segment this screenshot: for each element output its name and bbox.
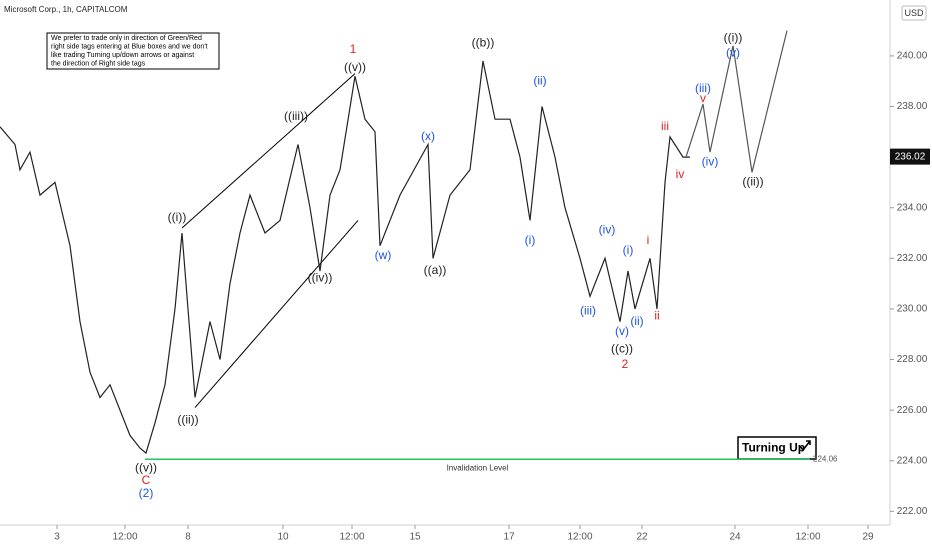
wave-label: ((v)) xyxy=(135,460,157,474)
wave-label: C xyxy=(142,473,151,487)
wave-label: ((b)) xyxy=(472,35,495,49)
x-tick-label: 12:00 xyxy=(567,532,592,543)
wave-label: ((ii)) xyxy=(742,175,763,189)
wave-label: v xyxy=(700,91,706,105)
x-tick-label: 3 xyxy=(54,532,60,543)
last-price-label: 236.02 xyxy=(895,151,926,162)
x-tick-label: 17 xyxy=(503,532,515,543)
wave-label: (w) xyxy=(375,248,392,262)
wave-label: (iv) xyxy=(702,154,719,168)
wave-label: ((iv)) xyxy=(308,271,333,285)
y-tick-label: 224.00 xyxy=(897,455,928,466)
wave-label: 2 xyxy=(622,357,629,371)
chart-title: Microsoft Corp., 1h, CAPITALCOM xyxy=(4,5,128,14)
wave-label: (v) xyxy=(726,46,740,60)
wave-label: (ii) xyxy=(533,73,546,87)
invalidation-label: Invalidation Level xyxy=(447,463,509,472)
channel-line xyxy=(181,73,356,229)
x-tick-label: 12:00 xyxy=(112,532,137,543)
y-tick-label: 230.00 xyxy=(897,304,928,315)
x-tick-label: 24 xyxy=(729,532,741,543)
y-tick-label: 234.00 xyxy=(897,202,928,213)
wave-label: (2) xyxy=(139,486,154,500)
wave-label: (i) xyxy=(525,233,536,247)
x-tick-label: 12:00 xyxy=(795,532,820,543)
note-line: like trading Turning up/down arrows or a… xyxy=(51,52,194,59)
x-tick-label: 15 xyxy=(409,532,421,543)
y-tick-label: 222.00 xyxy=(897,506,928,517)
last-price-tag xyxy=(890,148,930,165)
wave-label: (i) xyxy=(623,243,634,257)
wave-label: (iii) xyxy=(580,304,596,318)
note-box xyxy=(46,32,220,70)
wave-label: (iii) xyxy=(695,81,711,95)
currency: USD xyxy=(904,8,924,18)
y-tick-label: 228.00 xyxy=(897,354,928,365)
x-tick-label: 10 xyxy=(277,532,289,543)
wave-label: ii xyxy=(654,309,659,323)
note-line: right side tags entering at Blue boxes a… xyxy=(51,43,208,50)
wave-label: ((c)) xyxy=(611,342,633,356)
x-tick-label: 8 xyxy=(185,532,191,543)
wave-label: ((i)) xyxy=(168,210,187,224)
wave-label: iv xyxy=(676,167,685,181)
badge-icon xyxy=(799,440,811,452)
wave-label: (x) xyxy=(421,129,435,143)
y-tick-label: 226.00 xyxy=(897,405,928,416)
price-line xyxy=(0,60,690,455)
note: We prefer to trade only in direction of … xyxy=(51,35,208,68)
channel-line xyxy=(194,220,359,408)
wave-label: ((a)) xyxy=(424,263,447,277)
wave-label: (v) xyxy=(615,324,629,338)
wave-label: ((iii)) xyxy=(284,109,308,123)
wave-label: iii xyxy=(661,119,669,133)
badge: Turning Up xyxy=(742,441,805,455)
wave-label: ((ii)) xyxy=(177,412,198,426)
y-tick-label: 232.00 xyxy=(897,253,928,264)
projection-line xyxy=(685,30,788,173)
wave-label: ((i)) xyxy=(724,30,743,44)
wave-label: (iv) xyxy=(599,223,616,237)
x-tick-label: 22 xyxy=(636,532,648,543)
currency-box[interactable] xyxy=(901,5,927,21)
y-tick-label: 238.00 xyxy=(897,101,928,112)
y-tick-label: 240.00 xyxy=(897,51,928,62)
x-tick-label: 12:00 xyxy=(339,532,364,543)
wave-label: (ii) xyxy=(630,314,643,328)
wave-label: i xyxy=(647,233,650,247)
x-tick-label: 29 xyxy=(862,532,874,543)
note-line: We prefer to trade only in direction of … xyxy=(51,35,202,42)
wave-label: ((v)) xyxy=(344,60,366,74)
invalidation-value: 224.06 xyxy=(813,454,838,463)
note-line: the direction of Right side tags xyxy=(51,60,146,67)
wave-label: 1 xyxy=(350,42,357,56)
